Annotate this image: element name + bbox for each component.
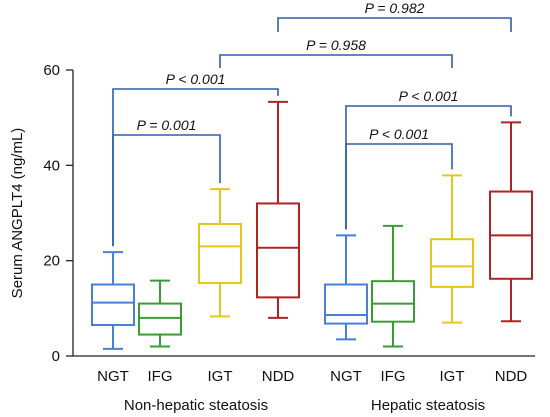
iqr-box: [430, 238, 474, 288]
iqr-box: [138, 302, 182, 336]
box-1: [138, 279, 182, 348]
bracket-line: [345, 105, 512, 230]
p-value-label: P < 0.001: [399, 88, 459, 104]
iqr-box: [91, 283, 135, 327]
box-4: [324, 234, 368, 341]
p-value-label: P < 0.001: [166, 71, 226, 87]
comparison-brackets: P = 0.001 P < 0.001 P < 0.001 P < 0.001 P = …: [112, 0, 512, 247]
group-label: Hepatic steatosis: [371, 397, 485, 414]
p-value-label: P = 0.958: [306, 37, 366, 53]
p-value-label: P = 0.001: [137, 117, 197, 133]
bracket-line: [112, 88, 279, 247]
box-7: [489, 121, 533, 323]
bracket-line: [277, 17, 512, 32]
iqr-box: [198, 222, 242, 285]
iqr-box: [324, 283, 368, 325]
box-2: [198, 188, 242, 318]
box-3: [256, 100, 300, 319]
x-category-label: IGT: [208, 368, 233, 385]
comparison-bracket: P < 0.001: [345, 88, 512, 230]
iqr-box: [371, 280, 415, 323]
x-category-label: IGT: [440, 368, 465, 385]
comparison-bracket: P = 0.982: [277, 0, 512, 32]
axes: [72, 70, 535, 357]
x-category-label: IFG: [381, 368, 406, 385]
iqr-box: [256, 202, 300, 299]
bracket-line: [219, 54, 453, 68]
y-tick-label: 0: [52, 348, 60, 365]
group-labels: Non-hepatic steatosis Hepatic steatosis: [124, 397, 485, 414]
y-tick-label: 40: [43, 157, 60, 174]
y-tick-label: 60: [43, 62, 60, 79]
box-5: [371, 224, 415, 348]
y-ticks: 0 20 40 60: [43, 62, 73, 365]
comparison-bracket: P < 0.001: [345, 126, 453, 230]
x-category-label: NDD: [262, 368, 295, 385]
comparison-bracket: P < 0.001: [112, 71, 279, 247]
box-0: [91, 251, 135, 350]
p-value-label: P = 0.982: [365, 0, 425, 16]
x-category-label: IFG: [148, 368, 173, 385]
x-category-labels: NGT IFG IGT NDD NGT IFG IGT NDD: [97, 368, 527, 385]
box-6: [430, 174, 474, 324]
box-series: [91, 100, 533, 350]
bracket-line: [112, 134, 221, 247]
bracket-line: [345, 143, 453, 230]
x-category-label: NGT: [330, 368, 362, 385]
y-axis-label: Serum ANGPLT4 (ng/mL): [9, 128, 26, 299]
comparison-bracket: P = 0.958: [219, 37, 453, 68]
x-category-label: NGT: [97, 368, 129, 385]
x-category-label: NDD: [495, 368, 528, 385]
group-label: Non-hepatic steatosis: [124, 397, 268, 414]
p-value-label: P < 0.001: [369, 126, 429, 142]
y-tick-label: 20: [43, 253, 60, 270]
comparison-bracket: P = 0.001: [112, 117, 221, 247]
